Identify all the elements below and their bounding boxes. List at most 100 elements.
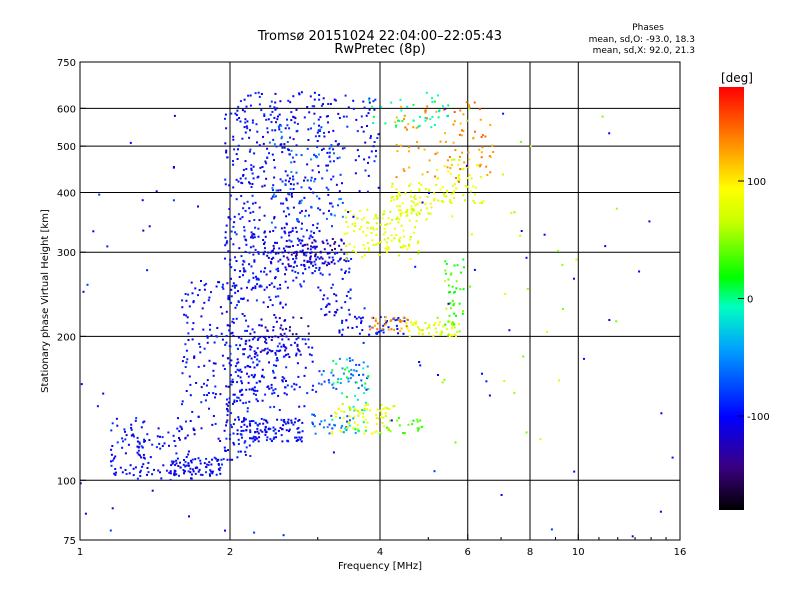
data-point (278, 113, 281, 116)
data-point (301, 338, 304, 341)
data-point (408, 166, 411, 169)
data-point (282, 306, 284, 309)
data-point (405, 325, 408, 328)
data-point (234, 371, 237, 373)
data-point (159, 447, 162, 450)
data-point (285, 335, 288, 338)
data-point (262, 142, 265, 145)
data-point (354, 431, 357, 434)
data-point (300, 263, 303, 266)
data-point (457, 176, 460, 179)
data-point (373, 141, 376, 143)
data-point (225, 424, 227, 427)
data-point (350, 368, 353, 371)
data-point (262, 422, 265, 425)
data-point (282, 247, 285, 250)
data-point (252, 376, 255, 379)
data-point (340, 239, 343, 242)
data-point (356, 130, 359, 133)
data-point (453, 190, 456, 193)
data-point (248, 422, 251, 425)
data-point (176, 427, 179, 430)
data-point (161, 445, 164, 447)
data-point (232, 135, 235, 138)
data-point (220, 458, 223, 461)
data-point (385, 250, 388, 253)
data-point (458, 159, 461, 162)
data-point (349, 360, 352, 362)
data-point (396, 318, 399, 321)
data-point (96, 405, 99, 408)
data-point (333, 160, 335, 163)
data-point (316, 222, 319, 225)
data-point (320, 373, 323, 376)
data-point (285, 240, 288, 242)
data-point (340, 426, 343, 429)
data-point (226, 458, 229, 461)
x-tick-label: 8 (527, 547, 533, 558)
data-point (313, 122, 316, 125)
data-point (128, 472, 131, 475)
data-point (331, 205, 334, 208)
data-point (212, 362, 215, 365)
data-point (303, 116, 306, 119)
data-point (243, 419, 246, 421)
data-point (365, 234, 368, 237)
data-point (339, 258, 341, 261)
data-point (189, 420, 192, 422)
data-point (292, 252, 295, 254)
data-point (246, 127, 249, 130)
data-point (252, 245, 255, 248)
data-point (337, 260, 340, 263)
data-point (426, 105, 429, 108)
data-point (254, 285, 257, 288)
data-point (274, 276, 277, 279)
data-point (322, 370, 325, 373)
data-point (450, 158, 453, 161)
data-point (338, 244, 341, 247)
data-point (264, 326, 267, 329)
data-point (339, 173, 342, 176)
data-point (379, 240, 382, 243)
data-point (212, 369, 215, 372)
data-point (389, 222, 392, 225)
data-point (421, 201, 424, 204)
data-point (315, 258, 318, 261)
data-point (244, 270, 247, 273)
data-point (347, 380, 350, 383)
data-point (298, 405, 301, 408)
data-point (155, 446, 158, 449)
data-point (458, 155, 461, 158)
data-point (115, 471, 117, 474)
data-point (309, 252, 312, 255)
data-point (301, 421, 304, 424)
grid-lines (80, 62, 680, 540)
data-point (249, 148, 252, 151)
data-point (279, 100, 282, 103)
data-point (226, 240, 228, 243)
data-point (326, 151, 329, 154)
data-point (214, 422, 217, 425)
data-point (249, 104, 252, 107)
data-point (455, 287, 458, 290)
data-point (355, 317, 358, 320)
data-point (360, 126, 363, 129)
data-point (251, 172, 254, 175)
data-point (285, 215, 288, 218)
data-point (248, 181, 250, 184)
data-point (244, 238, 247, 241)
data-point (146, 433, 149, 436)
data-point (367, 174, 370, 177)
data-point (372, 115, 375, 118)
data-point (529, 145, 532, 148)
data-point (310, 127, 312, 130)
data-point (336, 157, 339, 160)
data-point (211, 458, 213, 461)
data-point (157, 427, 160, 430)
data-point (241, 263, 244, 266)
data-point (250, 346, 253, 349)
data-point (311, 246, 314, 249)
data-point (309, 95, 312, 98)
data-point (318, 423, 321, 426)
data-point (387, 328, 390, 331)
